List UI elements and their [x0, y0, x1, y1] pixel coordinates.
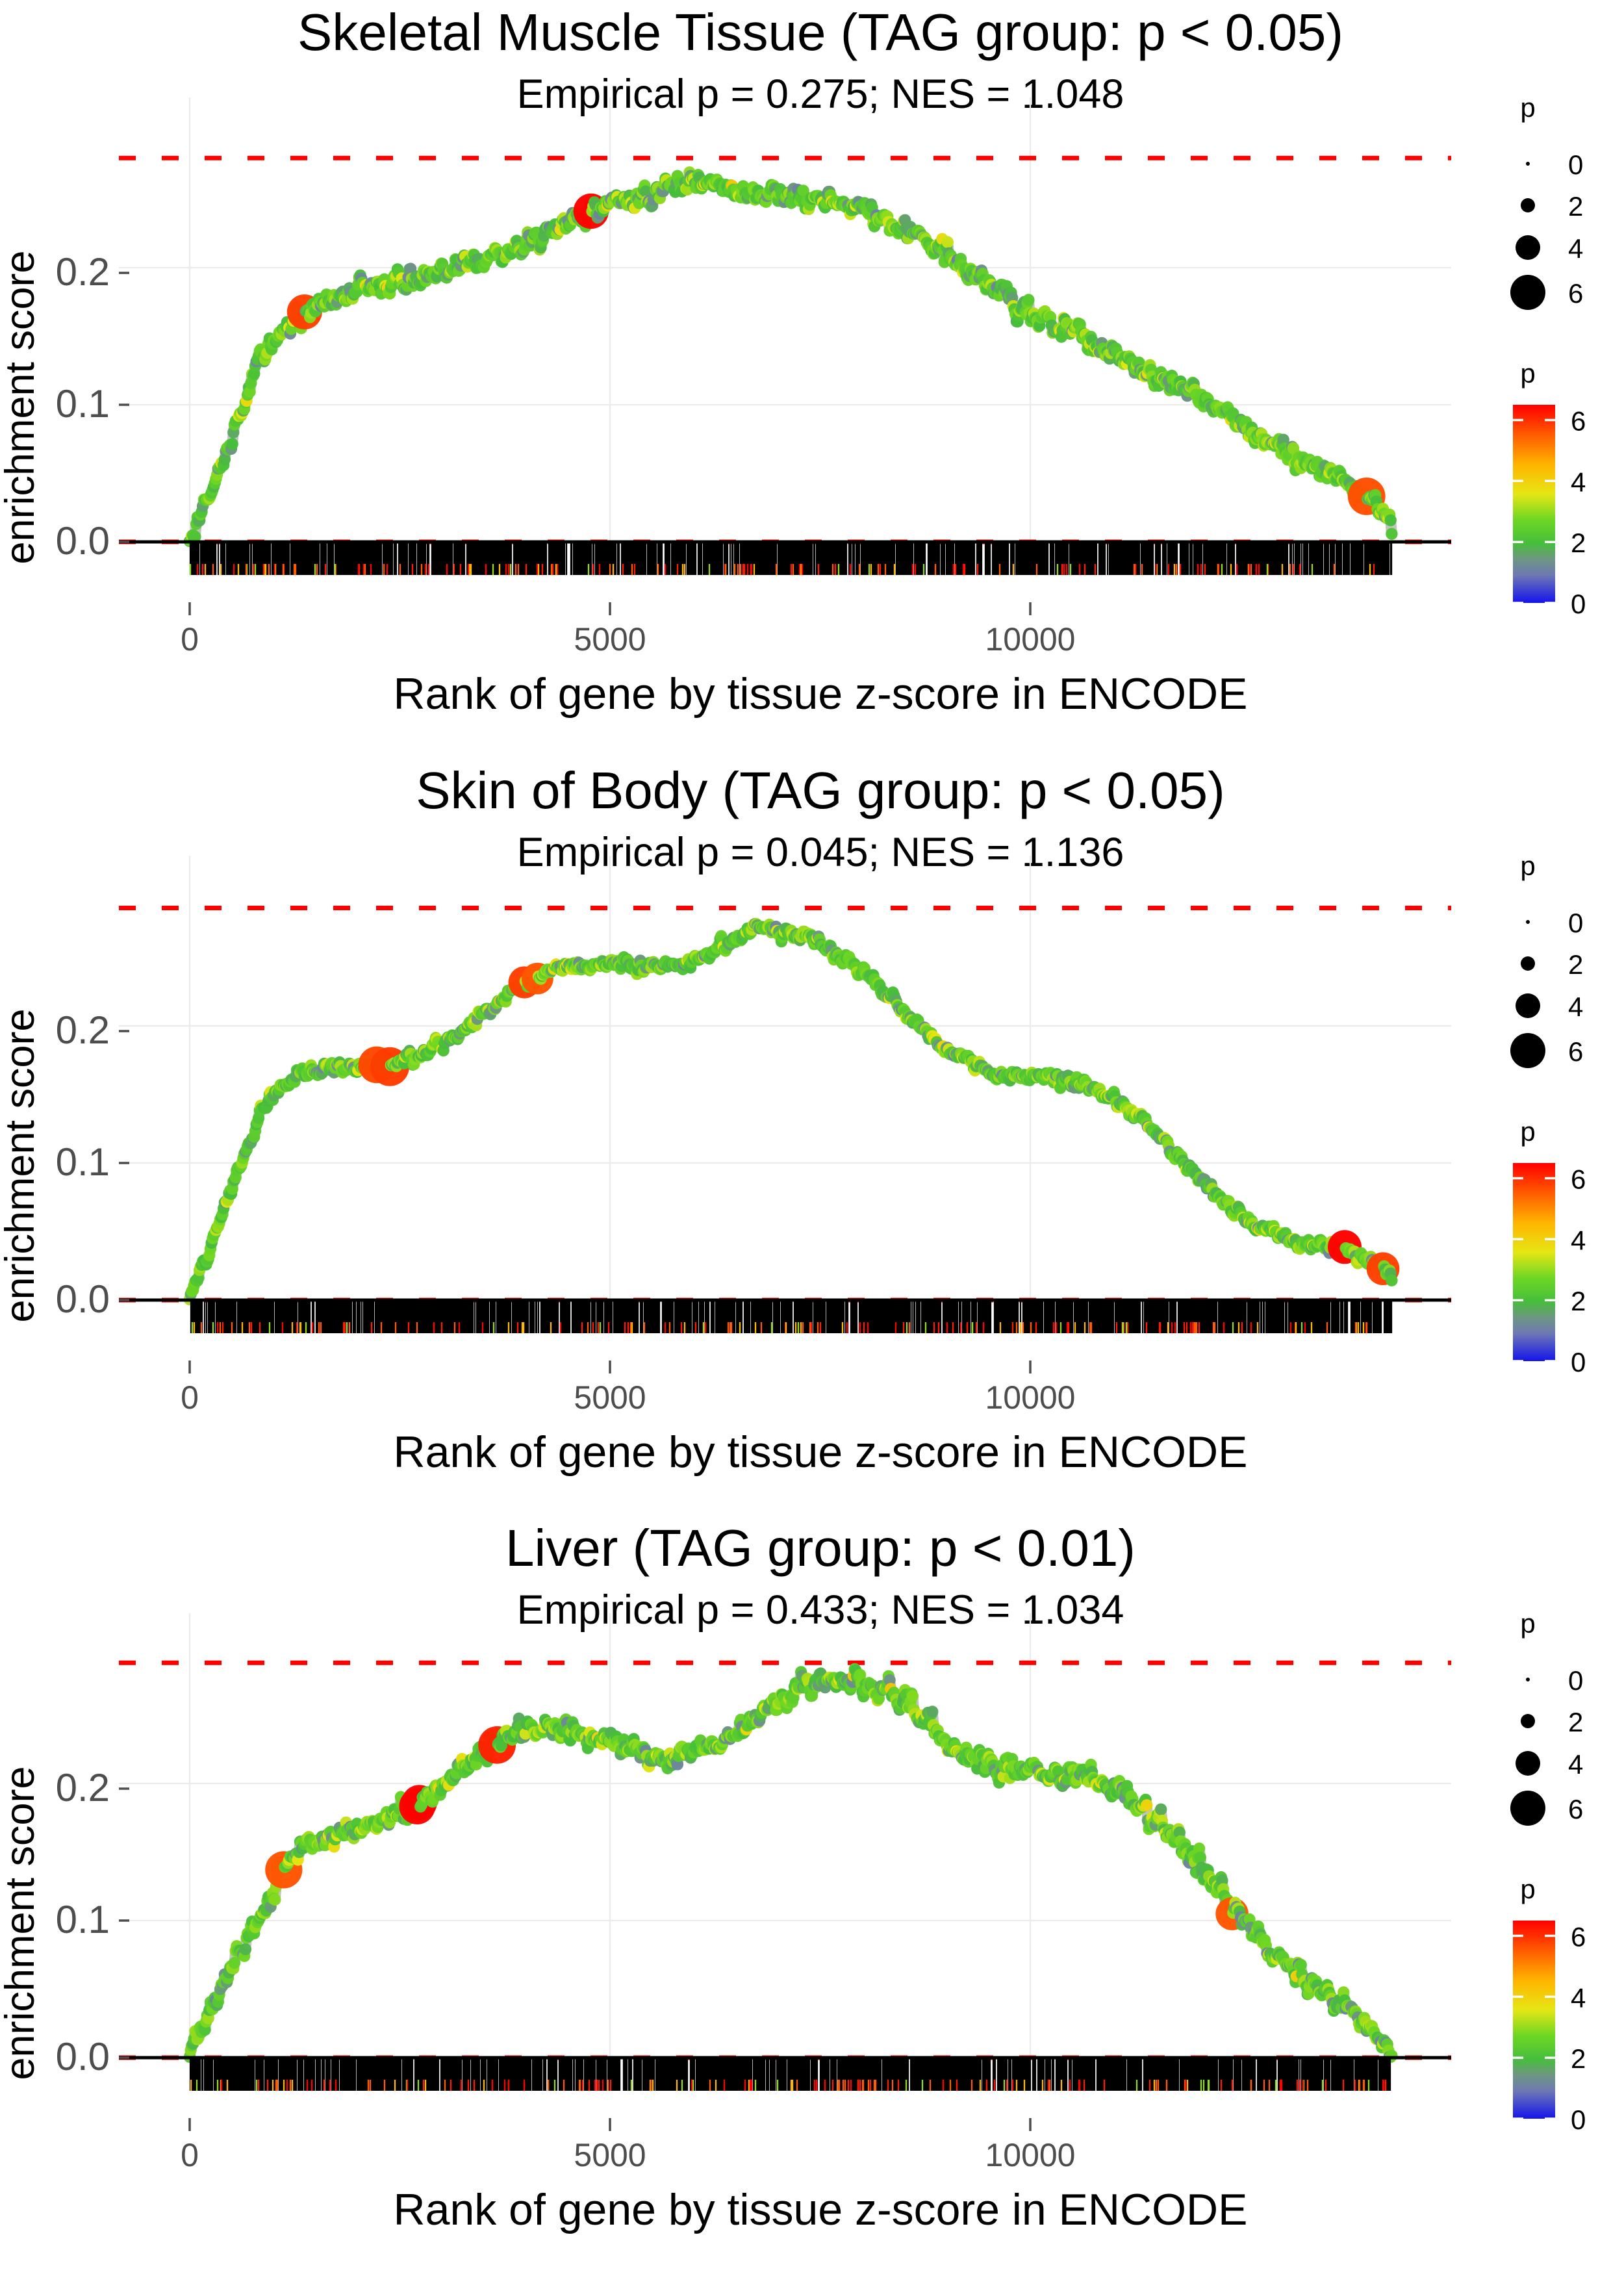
svg-text:0: 0: [1571, 1347, 1586, 1377]
svg-text:4: 4: [1571, 1983, 1586, 2013]
svg-text:0: 0: [1571, 589, 1586, 619]
svg-text:Rank of gene by tissue z-score: Rank of gene by tissue z-score in ENCODE: [394, 2185, 1248, 2234]
svg-text:10000: 10000: [985, 2137, 1075, 2173]
svg-text:Rank of gene by tissue z-score: Rank of gene by tissue z-score in ENCODE: [394, 1427, 1248, 1477]
svg-text:p: p: [1520, 358, 1535, 389]
svg-text:6: 6: [1571, 405, 1586, 436]
svg-text:enrichment score: enrichment score: [0, 250, 43, 564]
svg-text:0: 0: [1568, 908, 1583, 938]
svg-text:6: 6: [1571, 1164, 1586, 1194]
svg-text:5000: 5000: [574, 2137, 646, 2173]
svg-text:p: p: [1520, 850, 1535, 881]
svg-text:4: 4: [1568, 233, 1583, 264]
svg-text:0.2: 0.2: [56, 1008, 110, 1052]
svg-text:0: 0: [181, 1379, 199, 1416]
svg-text:Skeletal Muscle Tissue (TAG gr: Skeletal Muscle Tissue (TAG group: p < 0…: [298, 3, 1343, 61]
svg-text:4: 4: [1571, 1225, 1586, 1255]
svg-text:4: 4: [1568, 991, 1583, 1022]
svg-text:Empirical p = 0.275; NES = 1.0: Empirical p = 0.275; NES = 1.048: [517, 71, 1124, 117]
svg-text:6: 6: [1568, 1036, 1583, 1067]
svg-text:Empirical p = 0.045; NES = 1.1: Empirical p = 0.045; NES = 1.136: [517, 830, 1124, 875]
svg-text:0.0: 0.0: [56, 519, 110, 563]
svg-text:2: 2: [1568, 191, 1583, 222]
svg-text:4: 4: [1571, 466, 1586, 497]
svg-text:0.2: 0.2: [56, 1766, 110, 1809]
svg-text:2: 2: [1571, 528, 1586, 558]
svg-text:10000: 10000: [985, 1379, 1075, 1416]
svg-text:p: p: [1520, 92, 1535, 123]
svg-text:0: 0: [1568, 149, 1583, 180]
svg-text:10000: 10000: [985, 621, 1075, 658]
svg-text:p: p: [1520, 1874, 1535, 1904]
svg-text:Liver (TAG group: p < 0.01): Liver (TAG group: p < 0.01): [505, 1519, 1136, 1577]
svg-text:6: 6: [1568, 1794, 1583, 1824]
svg-text:5000: 5000: [574, 1379, 646, 1416]
svg-text:5000: 5000: [574, 621, 646, 658]
svg-text:0.1: 0.1: [56, 382, 110, 426]
svg-text:p: p: [1520, 1608, 1535, 1639]
svg-text:Skin of Body (TAG group: p < 0: Skin of Body (TAG group: p < 0.05): [416, 761, 1225, 819]
svg-text:2: 2: [1568, 949, 1583, 980]
svg-text:0: 0: [181, 621, 199, 658]
svg-text:0: 0: [181, 2137, 199, 2173]
svg-text:enrichment score: enrichment score: [0, 1008, 43, 1322]
svg-text:p: p: [1520, 1116, 1535, 1147]
svg-text:Rank of gene by tissue z-score: Rank of gene by tissue z-score in ENCODE: [394, 669, 1248, 719]
svg-text:0.0: 0.0: [56, 1277, 110, 1321]
svg-text:2: 2: [1571, 2044, 1586, 2075]
svg-text:Empirical p = 0.433; NES = 1.0: Empirical p = 0.433; NES = 1.034: [517, 1587, 1124, 1633]
svg-text:0.1: 0.1: [56, 1140, 110, 1184]
svg-text:6: 6: [1571, 1922, 1586, 1952]
svg-text:0.0: 0.0: [56, 2035, 110, 2078]
svg-text:6: 6: [1568, 278, 1583, 309]
svg-text:0.1: 0.1: [56, 1898, 110, 1941]
svg-text:0: 0: [1568, 1665, 1583, 1696]
svg-text:0.2: 0.2: [56, 250, 110, 294]
svg-text:0: 0: [1571, 2104, 1586, 2135]
svg-text:4: 4: [1568, 1749, 1583, 1780]
svg-text:enrichment score: enrichment score: [0, 1767, 43, 2080]
svg-text:2: 2: [1571, 1286, 1586, 1316]
svg-text:2: 2: [1568, 1707, 1583, 1737]
